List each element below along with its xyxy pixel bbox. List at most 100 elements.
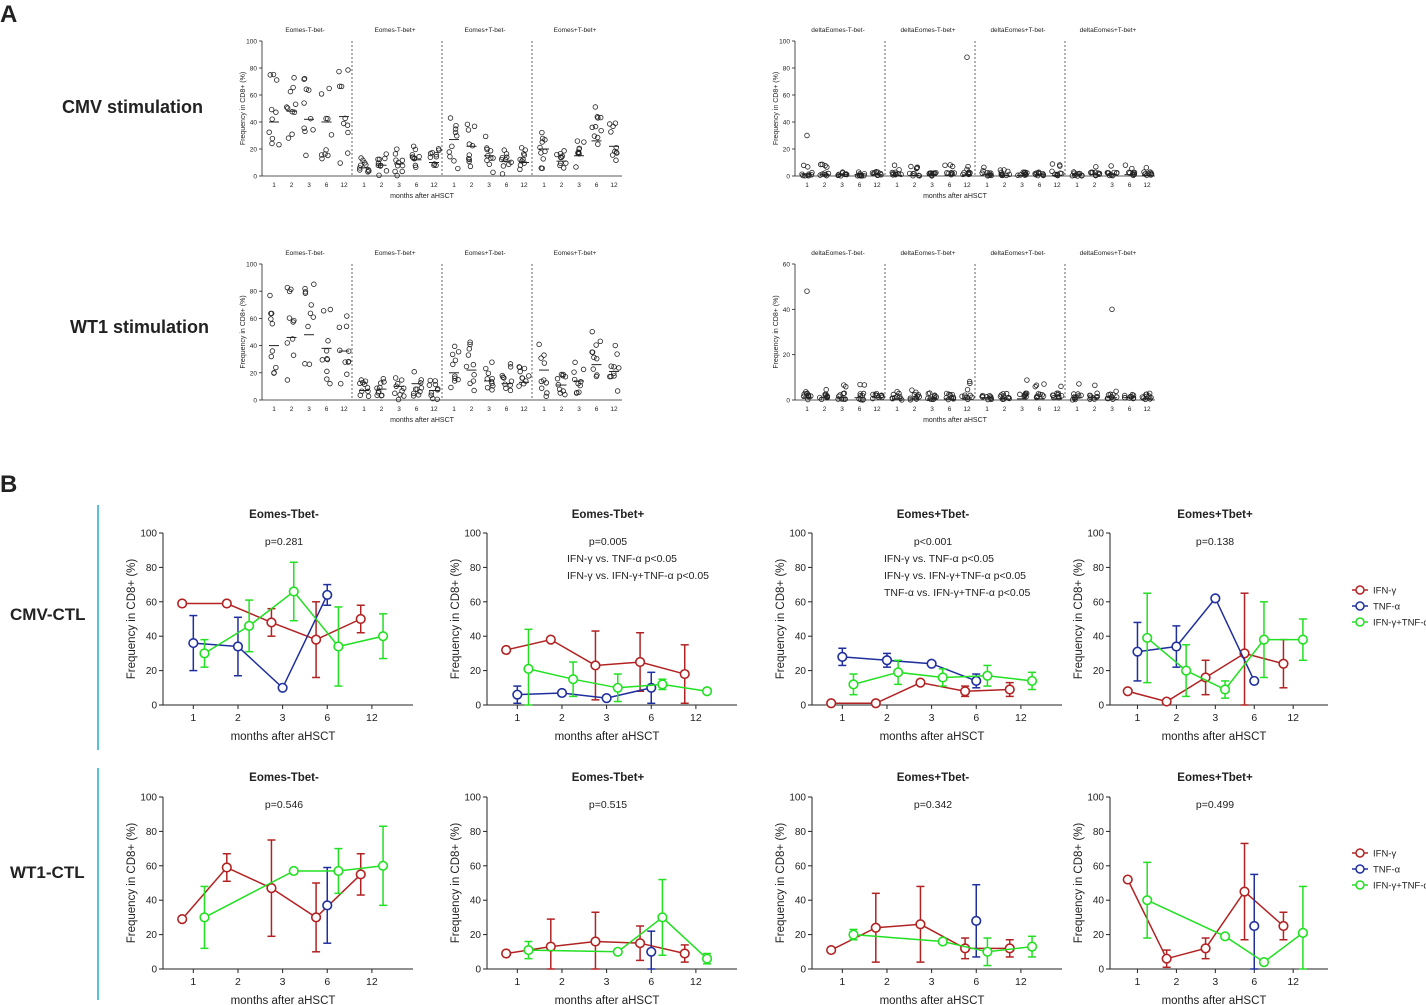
data-point — [1024, 377, 1030, 383]
x-tick-label: 12 — [340, 182, 348, 189]
y-tick-label: 40 — [250, 120, 258, 127]
x-tick-label: 6 — [858, 406, 862, 413]
data-point — [539, 129, 545, 136]
data-point — [221, 598, 232, 609]
data-point — [467, 339, 473, 345]
data-point — [301, 75, 308, 82]
x-tick-label: 12 — [1053, 182, 1061, 189]
x-tick-label: 12 — [610, 406, 618, 413]
y-tick-label: 60 — [783, 93, 791, 100]
data-point — [307, 310, 314, 317]
data-point — [290, 84, 296, 91]
x-tick-label: 3 — [397, 182, 401, 189]
y-axis-label: Frequency in CD8+ (%) — [240, 295, 247, 368]
data-point — [980, 394, 986, 400]
x-tick-label: 6 — [415, 406, 419, 413]
legend-label: IFN-γ — [1373, 849, 1396, 860]
y-tick-label: 80 — [146, 563, 158, 574]
data-point — [594, 114, 601, 120]
data-point — [268, 353, 274, 360]
x-tick-label: 2 — [1173, 976, 1179, 988]
data-point — [302, 128, 308, 135]
data-point — [881, 655, 893, 666]
x-tick-label: 2 — [290, 182, 294, 189]
data-point — [1006, 171, 1013, 178]
data-point — [455, 165, 461, 172]
data-point — [969, 394, 975, 400]
data-point — [848, 679, 859, 690]
data-point — [984, 173, 991, 179]
data-point — [355, 869, 366, 880]
data-point — [286, 315, 293, 321]
x-tick-label: 6 — [858, 182, 862, 189]
data-point — [1054, 390, 1060, 396]
x-tick-label: 3 — [487, 182, 491, 189]
data-point — [452, 129, 459, 136]
x-tick-label: 6 — [973, 976, 979, 988]
x-tick-label: 12 — [366, 976, 378, 988]
data-point — [266, 617, 277, 628]
x-tick-label: 12 — [690, 712, 702, 724]
data-point — [377, 384, 383, 391]
data-point — [365, 169, 371, 175]
x-tick-label: 6 — [595, 182, 599, 189]
data-point — [285, 135, 292, 141]
data-point — [398, 377, 405, 383]
data-point — [426, 382, 433, 388]
data-point — [433, 162, 439, 169]
dot-plot-0-right: 0 20 40 60 80 100 Frequency in CD8+ (%) months … — [773, 27, 1155, 200]
x-tick-label: 6 — [415, 182, 419, 189]
data-point — [802, 173, 808, 179]
data-point — [465, 155, 472, 162]
data-point — [1058, 383, 1064, 390]
p-value: p=0.546 — [265, 799, 303, 811]
y-tick-label: 20 — [783, 147, 791, 154]
x-tick-label: 3 — [1212, 976, 1218, 988]
data-point — [1094, 390, 1100, 396]
data-point — [937, 936, 948, 947]
data-point — [448, 384, 454, 391]
data-point — [988, 396, 994, 402]
data-point — [380, 376, 387, 382]
y-tick-label: 100 — [1087, 793, 1104, 804]
data-point — [470, 362, 477, 368]
x-tick-label: 1 — [272, 182, 276, 189]
data-point — [446, 149, 452, 155]
data-point — [287, 88, 294, 95]
data-point — [310, 912, 322, 923]
data-point — [914, 393, 920, 399]
data-point — [1219, 931, 1231, 942]
data-point — [500, 163, 507, 169]
y-tick-label: 80 — [470, 827, 482, 838]
x-tick-label: 3 — [280, 712, 286, 724]
x-tick-label: 12 — [520, 182, 528, 189]
data-point — [451, 378, 458, 384]
data-point — [1032, 383, 1038, 390]
outlier-point — [804, 132, 810, 139]
data-point — [336, 83, 343, 89]
data-point — [931, 395, 938, 401]
legend-0: IFN-γ TNF-α IFN-γ+TNF-α — [1352, 585, 1426, 629]
data-point — [554, 376, 561, 382]
y-axis-label: Frequency in CD8+ (%) — [773, 72, 780, 145]
data-point — [1023, 172, 1029, 178]
data-point — [592, 104, 599, 110]
data-point — [1079, 173, 1085, 179]
data-point — [613, 149, 620, 156]
data-point — [612, 682, 623, 693]
data-point — [432, 381, 439, 388]
data-point — [915, 677, 926, 688]
outlier-point — [804, 288, 810, 294]
data-point — [360, 379, 366, 386]
data-point — [305, 323, 311, 330]
data-point — [910, 171, 916, 177]
x-tick-label: 2 — [235, 712, 241, 724]
data-point — [611, 364, 617, 370]
data-point — [861, 171, 868, 177]
data-point — [517, 166, 523, 173]
data-point — [1035, 172, 1041, 179]
data-point — [937, 672, 948, 683]
data-point — [1052, 171, 1058, 178]
